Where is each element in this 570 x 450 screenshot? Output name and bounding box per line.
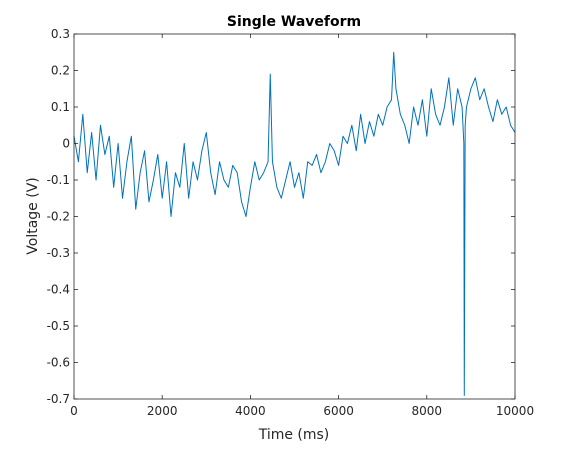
y-tick-label: 0.2 xyxy=(51,64,70,78)
x-tick-label: 6000 xyxy=(323,404,354,418)
y-tick-label: -0.4 xyxy=(47,283,70,297)
x-tick-label: 10000 xyxy=(496,404,534,418)
x-tick-label: 4000 xyxy=(235,404,266,418)
x-tick-label: 8000 xyxy=(412,404,443,418)
series-group xyxy=(73,51,516,396)
plot-area xyxy=(74,34,515,399)
y-tick-label: -0.1 xyxy=(47,173,70,187)
y-tick-label: -0.5 xyxy=(47,319,70,333)
y-tick-label: -0.7 xyxy=(47,392,70,406)
x-tick-label: 2000 xyxy=(147,404,178,418)
chart-title: Single Waveform xyxy=(227,14,361,30)
y-tick-label: -0.2 xyxy=(47,210,70,224)
y-axis: 0.3 0.2 0.1 0 -0.1 -0.2 -0.3 -0.4 -0.5 -0.6 -0.7 xyxy=(47,27,515,406)
y-tick-label: 0.1 xyxy=(51,100,70,114)
y-tick-label: 0.3 xyxy=(51,27,70,41)
y-tick-label: -0.3 xyxy=(47,246,70,260)
x-axis: 0 2000 4000 6000 8000 10000 xyxy=(70,34,534,418)
y-axis-label: Voltage (V) xyxy=(25,177,41,254)
y-tick-label: 0 xyxy=(62,137,70,151)
x-tick-label: 0 xyxy=(70,404,78,418)
waveform-line xyxy=(73,51,516,396)
x-axis-label: Time (ms) xyxy=(258,427,330,443)
y-tick-label: -0.6 xyxy=(47,356,70,370)
